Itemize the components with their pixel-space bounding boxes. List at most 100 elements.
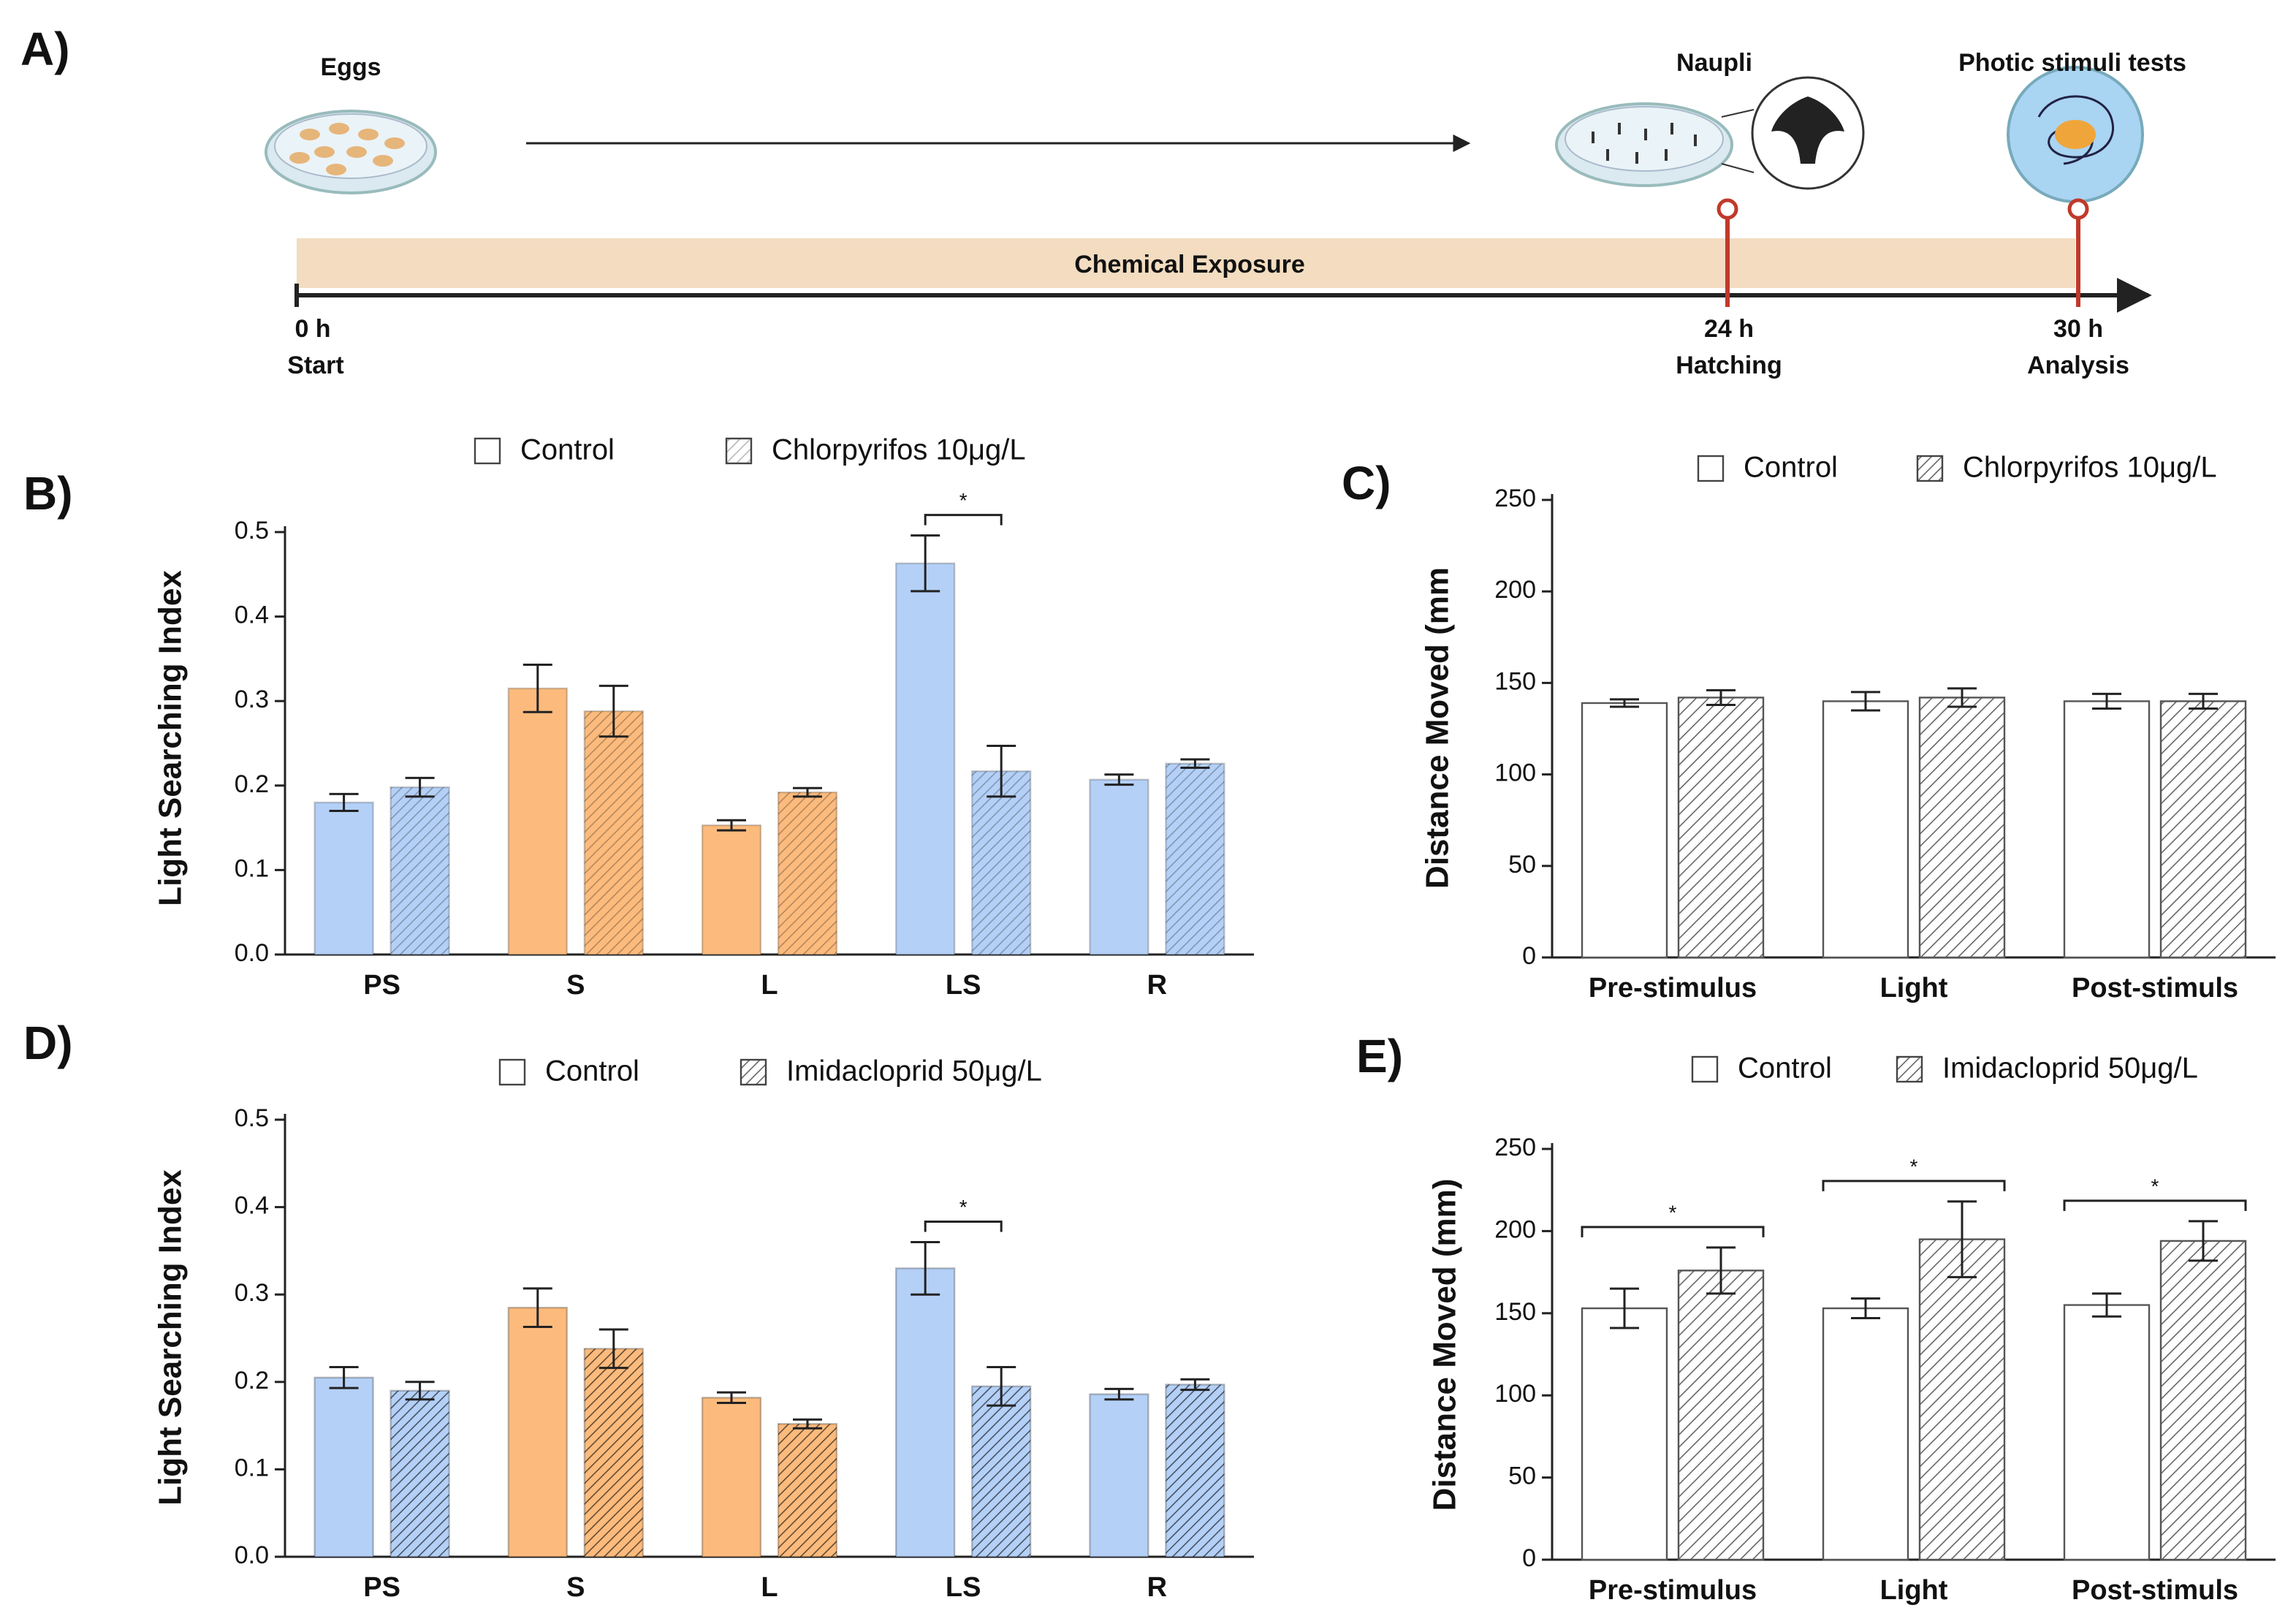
time-label: 30 h: [2053, 315, 2103, 343]
error-bar: [1104, 1387, 1134, 1401]
significance-bracket: [1581, 1226, 1765, 1237]
error-bar: [2189, 1220, 2218, 1262]
error-bar: [522, 1287, 552, 1328]
bar: [1165, 762, 1225, 956]
legend-label: Control: [1738, 1052, 1832, 1085]
significance-label: *: [959, 489, 968, 512]
legend-label: Chlorpyrifos 10μg/L: [772, 434, 1026, 466]
error-bar: [793, 1418, 822, 1430]
x-tick-label: L: [761, 1572, 778, 1603]
y-tick-label: 0.2: [235, 770, 269, 798]
legend-label: Chlorpyrifos 10μg/L: [1963, 452, 2217, 484]
legend-swatch: [498, 1058, 526, 1086]
error-bar: [911, 534, 940, 593]
y-tick-label: 200: [1494, 576, 1536, 604]
error-bar: [1180, 1378, 1210, 1392]
bar: [2063, 1304, 2151, 1561]
y-tick-label: 0.5: [235, 1104, 269, 1132]
y-tick-label: 0: [1522, 942, 1536, 970]
bar: [777, 1423, 838, 1558]
significance-bracket: [1822, 1180, 2006, 1191]
error-bar: [1104, 773, 1134, 786]
bar: [1581, 702, 1668, 959]
y-axis-label: Distance Moved (mm): [1427, 1179, 1463, 1511]
legend-swatch: [474, 437, 501, 465]
bar: [894, 1267, 956, 1558]
error-bar: [1706, 1246, 1736, 1295]
x-tick-label: Post-stimuls: [2072, 973, 2238, 1003]
error-bar: [1947, 687, 1977, 708]
panel-label: A): [20, 23, 70, 75]
bar: [1089, 1393, 1149, 1558]
bar: [2063, 700, 2151, 959]
y-tick-label: 0.3: [235, 686, 269, 713]
bar: [1677, 697, 1765, 959]
y-axis-label: Light Searching Index: [153, 1169, 189, 1506]
y-tick-label: 0.0: [235, 1541, 269, 1569]
y-tick-label: 150: [1494, 667, 1536, 695]
bar: [701, 824, 762, 956]
error-bar: [2092, 692, 2121, 710]
y-tick-label: 50: [1508, 1462, 1536, 1490]
stage-label: Naupli: [1676, 49, 1752, 77]
significance-label: *: [1669, 1201, 1677, 1223]
error-bar: [987, 744, 1016, 798]
significance-bracket: [2063, 1199, 2247, 1211]
error-bar: [1706, 688, 1736, 706]
x-tick-label: PS: [363, 1572, 400, 1603]
y-tick-label: 0.4: [235, 1192, 269, 1220]
bar: [507, 687, 568, 956]
y-tick-label: 0: [1522, 1544, 1536, 1572]
panel-label: E): [1356, 1030, 1403, 1082]
y-tick-label: 50: [1508, 851, 1536, 879]
bar: [2159, 700, 2247, 959]
y-tick-label: 0.1: [235, 1454, 269, 1481]
y-tick-label: 0.5: [235, 517, 269, 545]
error-bar: [1947, 1200, 1977, 1278]
error-bar: [911, 1240, 940, 1296]
bar: [389, 1389, 450, 1558]
significance-label: *: [1910, 1155, 1918, 1177]
bar: [2159, 1240, 2247, 1561]
panel-label: C): [1342, 457, 1391, 509]
error-bar: [987, 1365, 1016, 1407]
y-axis-label: Light Searching Index: [153, 570, 189, 906]
error-bar: [1610, 698, 1639, 708]
legend-label: Control: [1744, 452, 1838, 484]
stage-label: Photic stimuli tests: [1958, 49, 2186, 77]
x-tick-label: Pre-stimulus: [1589, 973, 1757, 1003]
stage-label: Eggs: [320, 53, 381, 81]
error-bar: [793, 786, 822, 798]
bar: [701, 1397, 762, 1558]
timeline-art: [265, 66, 2152, 313]
y-tick-label: 0.4: [235, 602, 269, 629]
legend-swatch: [740, 1058, 767, 1086]
x-tick-label: R: [1147, 1572, 1167, 1603]
bar: [1918, 1238, 2006, 1561]
significance-bracket: [924, 514, 1003, 525]
legend-label: Control: [520, 434, 615, 466]
error-bar: [329, 1365, 359, 1389]
bar: [1822, 700, 1909, 959]
error-bar: [2092, 1292, 2121, 1318]
significance-label: *: [959, 1196, 968, 1218]
panel-label: D): [23, 1017, 73, 1069]
legend-label: Imidacloprid 50μg/L: [786, 1055, 1042, 1088]
bar: [1918, 697, 2006, 959]
legend-swatch: [1691, 1055, 1719, 1083]
y-tick-label: 0.1: [235, 854, 269, 882]
legend-swatch: [1896, 1055, 1923, 1083]
bar: [1165, 1384, 1225, 1558]
bar: [1677, 1270, 1765, 1561]
error-bar: [598, 684, 628, 738]
legend-label: Imidacloprid 50μg/L: [1942, 1052, 2198, 1085]
y-tick-label: 100: [1494, 1380, 1536, 1408]
bar: [1822, 1307, 1909, 1561]
x-tick-label: PS: [363, 970, 400, 1001]
error-bar: [522, 663, 552, 713]
x-tick-label: R: [1147, 970, 1167, 1001]
x-tick-label: Pre-stimulus: [1589, 1575, 1757, 1606]
error-bar: [717, 1391, 746, 1405]
panel-label: B): [23, 467, 73, 520]
